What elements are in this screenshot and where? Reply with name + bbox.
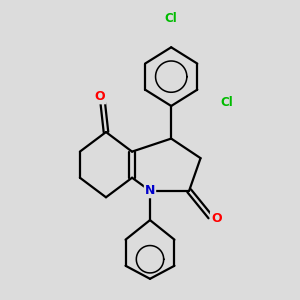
Text: N: N bbox=[145, 184, 155, 197]
Text: O: O bbox=[95, 90, 105, 103]
Text: O: O bbox=[211, 212, 221, 225]
Text: Cl: Cl bbox=[165, 12, 178, 25]
Text: Cl: Cl bbox=[220, 96, 233, 109]
